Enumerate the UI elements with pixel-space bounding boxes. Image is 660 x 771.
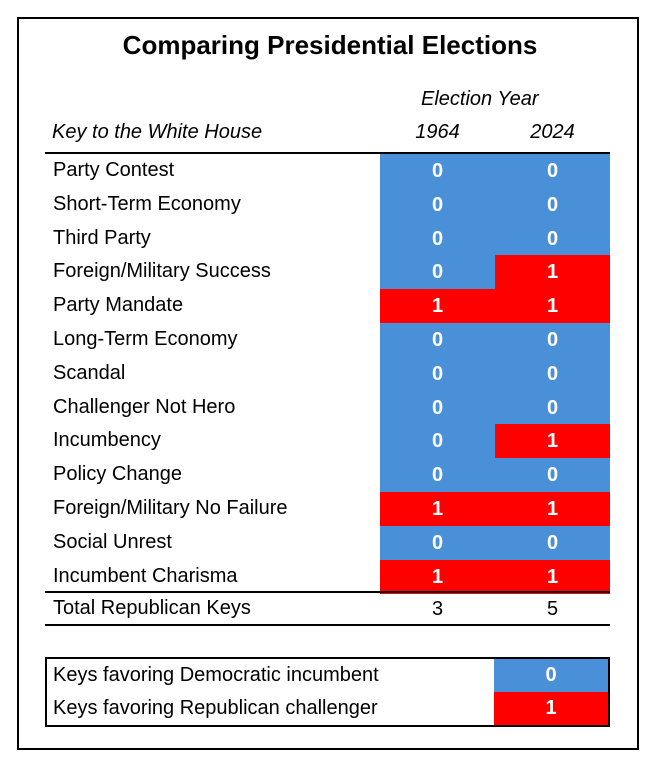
- table-row: Party Mandate 1 1: [45, 289, 610, 324]
- key-value-1964: 0: [380, 154, 495, 188]
- total-top-rule: [45, 591, 610, 593]
- chart-title: Comparing Presidential Elections: [122, 30, 538, 60]
- key-label: Policy Change: [53, 463, 182, 486]
- table-row: Incumbency 0 1: [45, 424, 610, 459]
- table-row: Third Party 0 0: [45, 221, 610, 256]
- key-label: Incumbent Charisma: [53, 564, 238, 587]
- table-row: Party Contest 0 0: [45, 154, 610, 188]
- legend-swatch-republican: 1: [494, 692, 608, 725]
- table-row: Scandal 0 0: [45, 356, 610, 391]
- table-row: Foreign/Military Success 0 1: [45, 255, 610, 290]
- column-group-header: Election Year: [421, 88, 539, 110]
- table-row: Long-Term Economy 0 0: [45, 323, 610, 357]
- key-value-2024: 0: [495, 458, 610, 493]
- key-label: Foreign/Military No Failure: [53, 497, 288, 519]
- key-value-2024: 0: [495, 154, 610, 188]
- total-1964: 3: [431, 598, 444, 620]
- key-value-2024: 1: [495, 255, 610, 290]
- key-value-1964: 0: [380, 390, 495, 425]
- key-label: Third Party: [53, 226, 151, 249]
- key-label: Party Contest: [53, 159, 175, 181]
- total-row: Total Republican Keys 3 5: [45, 592, 610, 626]
- table-row: Social Unrest 0 0: [45, 525, 610, 560]
- key-value-2024: 1: [495, 289, 610, 324]
- key-value-2024: 0: [495, 187, 610, 222]
- key-value-1964: 0: [380, 525, 495, 560]
- key-label: Challenger Not Hero: [53, 395, 236, 418]
- total-label: Total Republican Keys: [53, 597, 251, 619]
- key-value-1964: 1: [380, 289, 495, 324]
- key-label: Scandal: [53, 361, 126, 384]
- key-value-2024: 1: [495, 424, 610, 459]
- key-value-1964: 0: [380, 356, 495, 391]
- key-label: Short-Term Economy: [53, 192, 241, 215]
- key-value-1964: 1: [380, 492, 495, 526]
- legend: Keys favoring Democratic incumbent 0 Key…: [45, 657, 610, 727]
- total-bottom-rule: [45, 624, 610, 626]
- column-header-1964: 1964: [415, 121, 460, 143]
- key-value-2024: 0: [495, 356, 610, 391]
- key-value-2024: 0: [495, 323, 610, 357]
- key-label: Incumbency: [53, 429, 161, 452]
- key-value-1964: 1: [380, 559, 495, 594]
- table-row: Incumbent Charisma 1 1: [45, 559, 610, 594]
- key-value-2024: 0: [495, 221, 610, 256]
- table-row: Policy Change 0 0: [45, 458, 610, 493]
- table-row: Foreign/Military No Failure 1 1: [45, 492, 610, 526]
- table-row: Challenger Not Hero 0 0: [45, 390, 610, 425]
- legend-label: Keys favoring Democratic incumbent: [53, 664, 379, 686]
- key-value-1964: 0: [380, 255, 495, 290]
- legend-label: Keys favoring Republican challenger: [53, 697, 378, 719]
- key-value-2024: 1: [495, 492, 610, 526]
- key-value-2024: 1: [495, 559, 610, 594]
- header-rule: [45, 152, 610, 154]
- legend-swatch-democratic: 0: [494, 659, 608, 692]
- key-value-1964: 0: [380, 187, 495, 222]
- legend-item-republican: Keys favoring Republican challenger 1: [47, 692, 608, 725]
- key-label: Foreign/Military Success: [53, 260, 271, 283]
- key-value-1964: 0: [380, 221, 495, 256]
- table-row: Short-Term Economy 0 0: [45, 187, 610, 222]
- total-2024: 5: [546, 598, 559, 620]
- key-label: Party Mandate: [53, 294, 184, 317]
- key-value-2024: 0: [495, 525, 610, 560]
- key-value-1964: 0: [380, 424, 495, 459]
- key-value-1964: 0: [380, 458, 495, 493]
- column-header-2024: 2024: [530, 121, 575, 143]
- legend-item-democratic: Keys favoring Democratic incumbent 0: [47, 659, 608, 692]
- key-column-header: Key to the White House: [52, 121, 263, 143]
- key-label: Social Unrest: [53, 530, 172, 553]
- key-value-2024: 0: [495, 390, 610, 425]
- key-label: Long-Term Economy: [53, 328, 238, 350]
- key-value-1964: 0: [380, 323, 495, 357]
